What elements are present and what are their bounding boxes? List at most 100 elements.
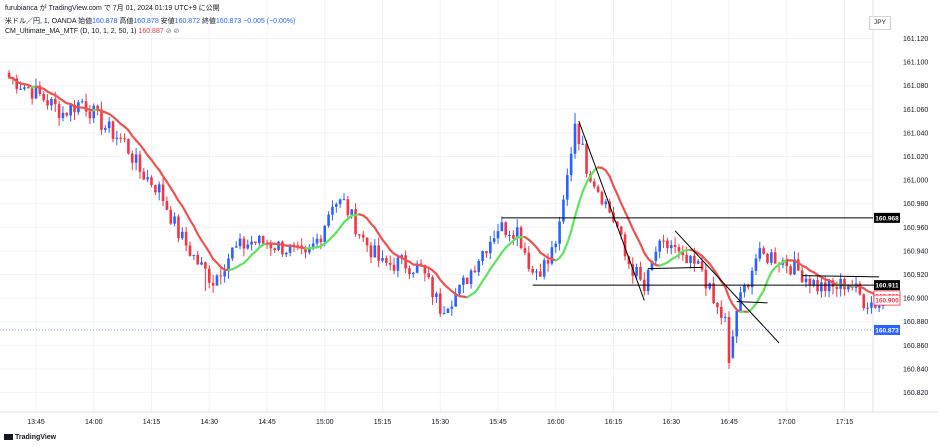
candle-body [743, 284, 746, 293]
price-axis[interactable]: 161.120 161.100 161.080 161.060 161.040 161.0… [903, 36, 928, 397]
candle-body [415, 263, 419, 273]
ma-segment [639, 242, 646, 255]
candle-body [188, 245, 192, 256]
candle-body [758, 248, 762, 259]
candle-body [681, 251, 685, 255]
indicator-value: 160.887 [138, 28, 164, 35]
candle-body [319, 238, 323, 243]
ma-segment [627, 218, 634, 230]
ma-segment [620, 202, 627, 213]
candle-body [138, 154, 142, 172]
candle-body [508, 235, 511, 237]
candle-body [365, 237, 369, 246]
candle-body [627, 256, 631, 265]
candle-body [400, 255, 404, 258]
candle-body [823, 282, 827, 292]
ma-segment [535, 246, 542, 254]
candle-body [662, 240, 665, 242]
candle-body [469, 270, 473, 285]
ma-segment [477, 279, 484, 289]
symbol-label[interactable]: 米ドル／円, 1, OANDA [5, 18, 77, 25]
time-tick-label: 15:15 [374, 419, 392, 426]
candle-body [870, 302, 873, 308]
drawings-layer[interactable] [0, 120, 880, 344]
candle-body [600, 191, 604, 205]
candle-body [720, 307, 723, 318]
candle-body [134, 154, 138, 163]
currency-button[interactable]: JPY [869, 16, 891, 30]
close-label: 終値 [201, 18, 216, 25]
candle-body [646, 269, 650, 292]
candle-body [231, 247, 234, 259]
candle-body [808, 278, 812, 286]
candle-body [34, 85, 38, 99]
price-tick-label: 160.960 [903, 225, 928, 232]
candle-body [184, 231, 188, 246]
ma-segment [150, 158, 157, 167]
candle-body [308, 247, 311, 253]
candle-body [716, 302, 719, 308]
candle-body [731, 336, 735, 358]
candle-body [315, 238, 319, 244]
candle-body [388, 262, 392, 265]
indicator-name[interactable]: CM_Ultimate_MA_MTF (D, 10, 1, 2, 50, 1) [5, 28, 137, 35]
time-axis[interactable]: 13:45 14:00 14:15 14:30 14:45 15:00 15:15 15:30… [27, 419, 853, 426]
time-tick-label: 17:15 [836, 419, 854, 426]
ma-segment [496, 251, 503, 260]
candle-body [696, 261, 700, 264]
candle-body [569, 153, 573, 176]
candle-body [685, 254, 688, 264]
time-tick-label: 13:45 [27, 419, 45, 426]
candle-body [385, 258, 388, 263]
candle-body [204, 262, 207, 269]
candle-body [150, 177, 153, 186]
ma-segment [612, 185, 619, 196]
candle-body [616, 221, 619, 227]
candle-body [619, 226, 623, 235]
candle-body [847, 284, 850, 290]
indicator-settings-icon[interactable]: ⊘ ⊘ [165, 28, 180, 35]
time-tick-label: 14:00 [85, 419, 103, 426]
candle-body [750, 270, 754, 288]
candle-body [373, 245, 377, 258]
price-label-box [873, 294, 901, 306]
indicator-legend[interactable]: CM_Ultimate_MA_MTF (D, 10, 1, 2, 50, 1) … [5, 27, 179, 35]
candle-body [735, 310, 738, 337]
candle-body [492, 238, 496, 242]
price-tick-label: 160.820 [903, 390, 928, 397]
tradingview-logo[interactable]: TradingView [4, 434, 56, 441]
price-label-box [874, 324, 900, 335]
price-tick-label: 161.100 [903, 60, 928, 67]
candle-body [827, 280, 831, 292]
ma-segment [766, 271, 773, 282]
candle-body [712, 283, 715, 303]
candle-body [258, 236, 261, 244]
candle-body [304, 248, 307, 253]
ma-segment [635, 235, 642, 246]
candle-body [423, 264, 427, 274]
candle-body [877, 305, 881, 308]
candle-body [485, 251, 488, 254]
candle-body [61, 112, 65, 118]
time-tick-label: 15:30 [431, 419, 449, 426]
price-tick-label: 160.980 [903, 201, 928, 208]
ma-segment [489, 262, 496, 271]
candle-body [104, 128, 107, 130]
candle-body [277, 241, 280, 250]
change-value: −0.005 (−0.00%) [243, 18, 296, 25]
time-tick-label: 16:15 [605, 419, 623, 426]
candles-layer [7, 70, 889, 369]
price-label-text: 160.911 [875, 283, 899, 290]
candle-body [812, 280, 815, 286]
ma-segment [181, 204, 188, 214]
candle-body [396, 257, 400, 271]
candle-body [535, 271, 538, 273]
candle-body [546, 260, 550, 264]
candle-body [335, 204, 338, 207]
candle-body [369, 245, 373, 258]
candle-body [234, 246, 238, 248]
candle-body [350, 209, 353, 216]
candle-body [177, 216, 180, 239]
candle-body [458, 284, 461, 294]
